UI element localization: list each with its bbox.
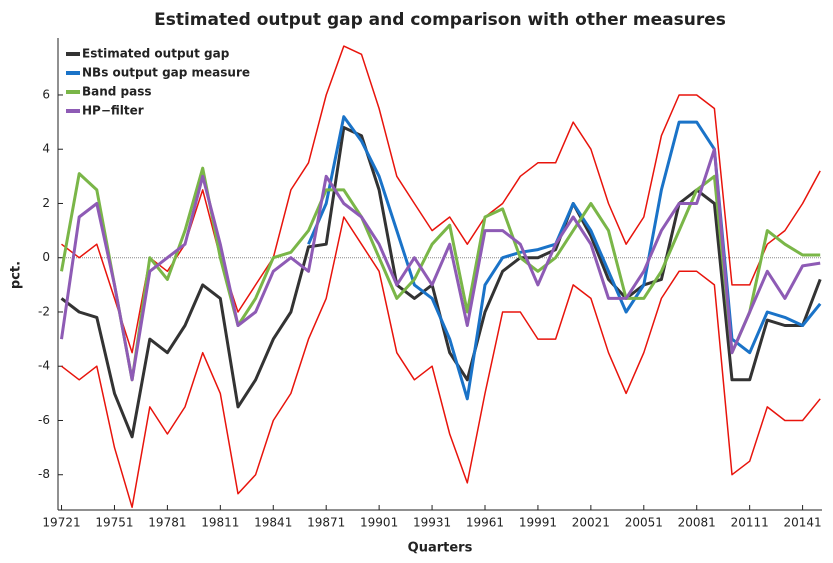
- y-tick-label: 4: [42, 142, 50, 156]
- x-tick-label: 19871: [307, 516, 345, 530]
- series-line: [60, 166, 821, 382]
- y-tick-label: 0: [42, 250, 50, 264]
- x-tick-label: 19931: [413, 516, 451, 530]
- x-tick-label: 19721: [42, 516, 80, 530]
- y-tick-label: 2: [42, 196, 50, 210]
- x-tick-label: 19841: [254, 516, 292, 530]
- x-tick-label: 19991: [519, 516, 557, 530]
- x-tick-label: 20141: [783, 516, 821, 530]
- legend-label: Estimated output gap: [82, 47, 230, 61]
- y-axis-label: pct.: [9, 261, 24, 289]
- chart-title: Estimated output gap and comparison with…: [154, 10, 726, 30]
- x-tick-label: 19961: [466, 516, 504, 530]
- series-line: [61, 45, 821, 354]
- x-tick-label: 19751: [95, 516, 133, 530]
- x-tick-label: 19781: [148, 516, 186, 530]
- x-tick-label: 20081: [678, 516, 716, 530]
- x-tick-label: 20111: [731, 516, 769, 530]
- y-tick-label: 6: [42, 87, 50, 101]
- x-tick-label: 20021: [572, 516, 610, 530]
- x-axis-label: Quarters: [408, 541, 473, 556]
- x-tick-label: 19811: [201, 516, 239, 530]
- y-tick-label: -4: [38, 359, 50, 373]
- series-line: [60, 147, 821, 382]
- legend-label: HP−filter: [82, 104, 144, 118]
- y-tick-label: -2: [38, 304, 50, 318]
- x-tick-label: 19901: [360, 516, 398, 530]
- x-tick-label: 20051: [625, 516, 663, 530]
- legend-label: Band pass: [82, 85, 152, 99]
- series-line: [307, 115, 822, 401]
- y-tick-label: -6: [38, 413, 50, 427]
- legend-label: NBs output gap measure: [82, 66, 250, 80]
- y-tick-label: -8: [38, 467, 50, 481]
- series-line: [61, 216, 821, 509]
